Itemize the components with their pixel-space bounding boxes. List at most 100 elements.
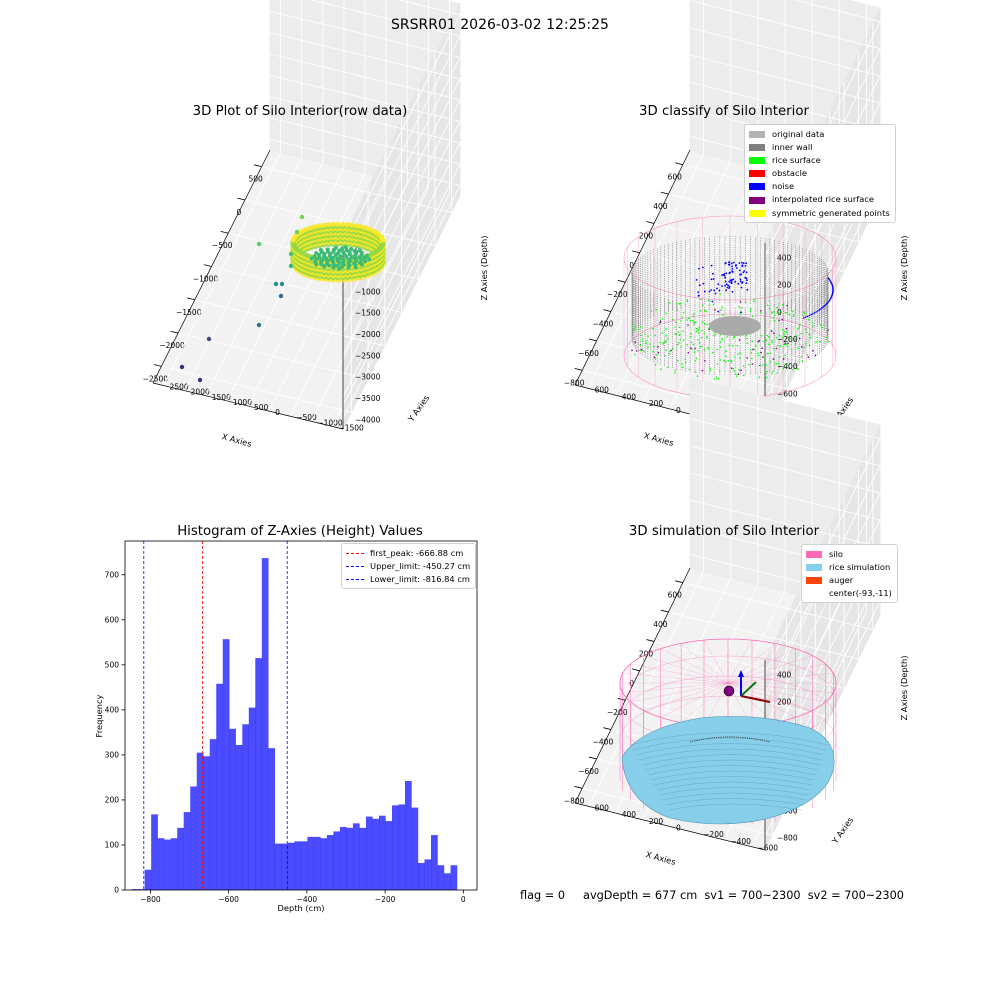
histogram-bar	[391, 805, 399, 890]
rice-surface-point	[806, 331, 808, 334]
rice-surface-point	[677, 343, 679, 346]
legend-label: auger	[829, 575, 854, 586]
rice-surface-point	[778, 312, 780, 314]
rice-surface-point	[741, 306, 743, 309]
rice-surface-point	[776, 345, 779, 347]
noise-point	[718, 289, 721, 292]
surface-mesh-line	[662, 792, 807, 801]
outlier-point	[294, 229, 300, 235]
rice-surface-point	[659, 320, 662, 323]
rice-surface-point	[761, 347, 763, 350]
rice-surface-point	[805, 328, 807, 331]
gridline	[269, 138, 461, 419]
noise-point	[742, 271, 745, 274]
noise-point	[812, 312, 814, 315]
noise-point	[738, 262, 741, 264]
surface-mesh-line	[632, 737, 827, 751]
rice-surface-point	[800, 346, 803, 348]
silo-wire	[727, 673, 834, 684]
x-axis-label: Depth (cm)	[277, 903, 324, 913]
rice-surface-point	[719, 346, 722, 349]
rice-surface-point	[801, 360, 804, 362]
legend-entry: Lower_limit: -816.84 cm	[346, 573, 470, 586]
noise-point	[729, 279, 732, 282]
rice-surface-point	[803, 312, 806, 314]
rice-surface-point	[672, 347, 674, 350]
noise-point	[746, 279, 748, 282]
rice-surface-point	[674, 333, 677, 335]
rice-surface-point	[696, 375, 699, 378]
rice-surface-point	[757, 354, 760, 357]
z-arrow-head	[738, 670, 744, 677]
y-tick-label: 600	[595, 803, 610, 812]
y-tick-label: 2500	[170, 383, 189, 392]
rice-surface-point	[751, 363, 754, 365]
noise-point	[734, 280, 737, 283]
rice-surface-point	[784, 342, 787, 345]
rice-surface-point	[773, 320, 775, 322]
axis-line	[574, 802, 766, 851]
histogram-bar	[222, 639, 230, 890]
histogram-bar	[209, 739, 217, 890]
rice-surface-point	[781, 329, 784, 331]
rice-surface-point	[750, 308, 752, 310]
x-tick-label: −200	[607, 708, 628, 717]
noise-point	[716, 287, 718, 290]
rice-surface-point	[736, 345, 739, 347]
histogram-bar	[229, 728, 236, 890]
histogram-bar	[203, 756, 210, 890]
y-tick-label: 200	[105, 796, 120, 805]
histogram-bar	[411, 807, 419, 890]
silo-wire	[680, 682, 729, 723]
rice-surface-point	[686, 299, 689, 301]
surface-mesh-line	[641, 754, 821, 766]
z-tick-label: 0	[355, 245, 360, 254]
rice-surface-point	[784, 363, 787, 365]
noise-point	[727, 263, 730, 266]
rice-surface-point	[768, 308, 771, 310]
rice-surface-point	[726, 336, 728, 338]
rice-surface-point	[773, 332, 775, 335]
rice-surface-point	[771, 339, 773, 342]
tick-mark	[153, 364, 162, 367]
rice-surface-point	[738, 368, 740, 371]
noise-point	[819, 308, 822, 310]
rice-surface-point	[819, 340, 821, 343]
y-tick-label: 0	[114, 886, 119, 895]
rice-surface-point	[819, 324, 822, 326]
noise-point	[702, 282, 705, 285]
rice-surface-point	[771, 372, 773, 375]
rice-surface-point	[654, 334, 656, 337]
surface-mesh-line	[668, 803, 803, 811]
rice-surface-point	[735, 375, 738, 377]
rice-surface-point	[691, 348, 693, 351]
rice-surface-point	[793, 313, 795, 316]
rice-surface-point	[649, 343, 651, 345]
data-point	[346, 265, 351, 270]
rice-surface-point	[760, 312, 762, 314]
data-point	[331, 265, 336, 270]
x-tick-label: −400	[593, 320, 614, 329]
y-tick-label: 1500	[212, 393, 231, 402]
legend-label: symmetric generated points	[772, 207, 890, 218]
rice-surface-point	[718, 378, 720, 380]
data-point	[318, 248, 323, 252]
legend-swatch	[749, 209, 765, 217]
data-point	[327, 263, 332, 268]
z-tick-label: −3500	[355, 394, 381, 403]
rice-surface-point	[705, 337, 708, 339]
z-tick-label: −400	[777, 362, 798, 371]
rice-surface-point	[707, 348, 710, 350]
data-point	[353, 223, 359, 229]
histogram-bar	[378, 815, 386, 890]
data-point	[335, 221, 341, 227]
rice-surface-point	[766, 370, 768, 373]
rice-surface-point	[697, 329, 700, 332]
rice-surface-point	[816, 336, 819, 339]
noise-point	[710, 278, 713, 281]
rice-surface-point	[723, 359, 725, 362]
data-point	[335, 263, 339, 268]
data-point	[321, 222, 327, 228]
rice-surface-point	[694, 371, 697, 373]
histogram-bar	[131, 889, 139, 890]
